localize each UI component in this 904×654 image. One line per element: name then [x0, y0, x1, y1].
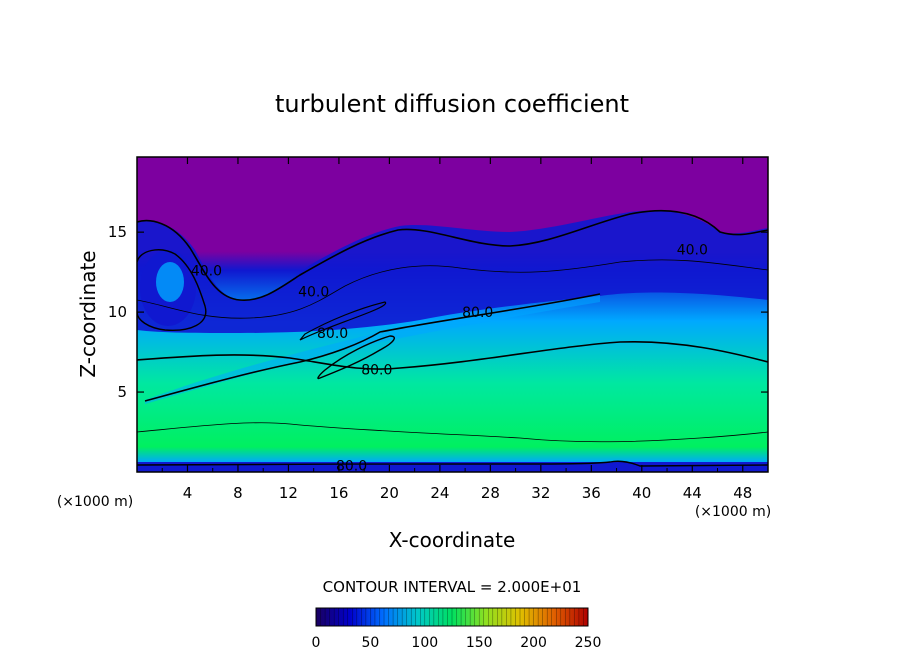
y-tick-label: 15 — [108, 223, 127, 241]
filament-band — [145, 294, 600, 404]
contour-line-80-filament — [144, 293, 601, 402]
colorbar-stripes — [320, 608, 584, 626]
x-tick-label: 12 — [279, 484, 298, 502]
plot-frame — [136, 156, 769, 473]
x-tick-label: 28 — [481, 484, 500, 502]
contour-line-40-top — [137, 209, 768, 301]
x-tick-label: 44 — [683, 484, 702, 502]
contour-label: 40.0 — [191, 264, 222, 280]
x-unit-label: (×1000 m) — [695, 504, 771, 520]
contour-label: 80.0 — [462, 305, 493, 321]
y-tick-label: 10 — [108, 303, 127, 321]
turbulent-layer — [137, 210, 768, 333]
contour-interval-text: CONTOUR INTERVAL = 2.000E+01 — [323, 578, 582, 596]
contour-line-thin-low — [137, 422, 768, 443]
colorbar-tick-label: 100 — [411, 635, 438, 651]
colorbar-tick-label: 250 — [575, 635, 602, 651]
contour-label: 40.0 — [677, 243, 708, 259]
colorbar: 0 50 100 150 200 250 — [312, 607, 602, 651]
colorbar-tick-label: 200 — [520, 635, 547, 651]
x-tick-label: 8 — [233, 484, 243, 502]
contour-labels: 40.0 40.0 40.0 80.0 80.0 80.0 80.0 — [191, 243, 708, 475]
y-unit-label: (×1000 m) — [57, 494, 133, 510]
contour-line-80-surface — [137, 460, 768, 467]
contour-line-80-mid — [137, 340, 768, 370]
contour-line-80-upper — [299, 301, 387, 341]
contour-lines — [137, 209, 768, 467]
x-tick-label: 4 — [183, 484, 193, 502]
x-axis-label: X-coordinate — [389, 528, 516, 552]
y-axis-label: Z-coordinate — [76, 250, 100, 377]
colorbar-tick-label: 0 — [312, 635, 321, 651]
y-axis-ticks: 5 10 15 — [108, 223, 768, 401]
colorbar-tick-label: 150 — [466, 635, 493, 651]
surface-layer — [137, 462, 768, 472]
contour-line-80-lens — [317, 335, 396, 380]
x-axis-ticks: 4 8 12 16 20 24 28 32 36 40 44 48 — [161, 157, 752, 502]
chart-title: turbulent diffusion coefficient — [275, 90, 629, 118]
x-tick-label: 48 — [733, 484, 752, 502]
contour-label: 80.0 — [317, 326, 348, 342]
contour-line-40-vortex — [137, 249, 207, 331]
x-tick-label: 32 — [531, 484, 550, 502]
contour-label: 80.0 — [361, 363, 392, 379]
colorbar-tick-label: 50 — [361, 635, 379, 651]
contour-line-thin-upper — [137, 259, 768, 319]
y-tick-label: 5 — [117, 383, 127, 401]
x-tick-label: 16 — [329, 484, 348, 502]
x-tick-label: 20 — [380, 484, 399, 502]
contour-label: 80.0 — [336, 459, 367, 475]
plot-area: 40.0 40.0 40.0 80.0 80.0 80.0 80.0 — [137, 157, 768, 475]
x-tick-label: 40 — [632, 484, 651, 502]
colorbar-tick-labels: 0 50 100 150 200 250 — [312, 635, 602, 651]
x-tick-label: 36 — [582, 484, 601, 502]
vortex-inner — [156, 262, 184, 302]
contour-label: 40.0 — [298, 284, 329, 300]
x-tick-label: 24 — [430, 484, 449, 502]
